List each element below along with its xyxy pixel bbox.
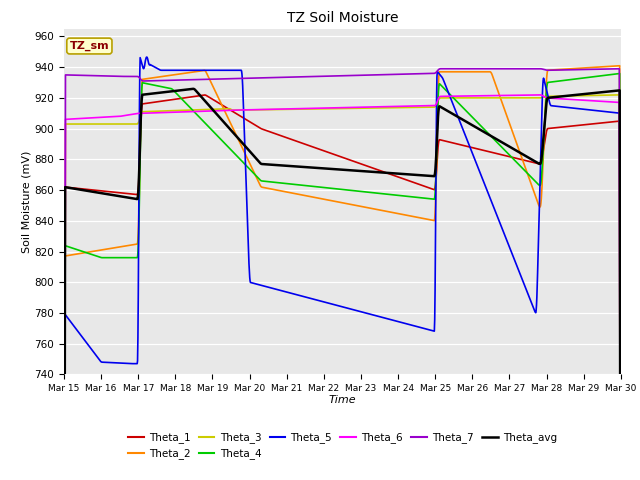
Theta_avg: [103, 191, 111, 197]
Theta_2: [318, 196, 326, 202]
Theta_1: [103, 189, 111, 194]
Theta_7: [318, 73, 326, 79]
Theta_3: [616, 92, 623, 98]
Theta_2: [126, 242, 134, 248]
X-axis label: Time: Time: [328, 395, 356, 405]
Theta_avg: [297, 164, 305, 169]
Line: Theta_5: Theta_5: [64, 57, 621, 480]
Text: TZ_sm: TZ_sm: [70, 41, 109, 51]
Line: Theta_avg: Theta_avg: [64, 89, 621, 480]
Line: Theta_4: Theta_4: [64, 73, 621, 480]
Theta_5: [308, 296, 316, 301]
Theta_1: [308, 144, 316, 150]
Theta_avg: [378, 169, 385, 175]
Theta_6: [308, 106, 316, 111]
Theta_1: [297, 140, 305, 145]
Theta_6: [377, 104, 385, 110]
Theta_5: [378, 314, 385, 320]
Y-axis label: Soil Moisture (mV): Soil Moisture (mV): [22, 150, 32, 253]
Theta_7: [437, 66, 445, 72]
Theta_1: [126, 191, 134, 197]
Theta_avg: [308, 165, 316, 170]
Theta_5: [103, 360, 111, 365]
Theta_4: [308, 183, 316, 189]
Theta_7: [126, 73, 134, 79]
Theta_4: [318, 184, 326, 190]
Theta_7: [296, 74, 304, 80]
Theta_7: [103, 73, 111, 79]
Theta_1: [318, 147, 326, 153]
Theta_avg: [318, 166, 326, 171]
Theta_5: [143, 54, 150, 60]
Line: Theta_2: Theta_2: [64, 66, 621, 480]
Line: Theta_1: Theta_1: [64, 95, 621, 480]
Theta_7: [377, 72, 385, 78]
Theta_6: [536, 92, 543, 98]
Title: TZ Soil Moisture: TZ Soil Moisture: [287, 11, 398, 25]
Theta_3: [296, 106, 304, 112]
Theta_4: [377, 191, 385, 196]
Theta_avg: [189, 86, 197, 92]
Line: Theta_6: Theta_6: [64, 95, 621, 480]
Theta_5: [126, 360, 134, 366]
Theta_5: [297, 293, 305, 299]
Theta_2: [308, 194, 316, 200]
Theta_6: [296, 106, 304, 111]
Theta_2: [616, 63, 623, 69]
Theta_3: [308, 106, 316, 112]
Theta_4: [126, 255, 134, 261]
Line: Theta_3: Theta_3: [64, 95, 621, 480]
Theta_2: [103, 246, 111, 252]
Theta_4: [616, 71, 623, 76]
Theta_6: [318, 105, 326, 111]
Line: Theta_7: Theta_7: [64, 69, 621, 480]
Theta_2: [377, 207, 385, 213]
Theta_5: [318, 299, 326, 304]
Theta_7: [308, 74, 316, 80]
Theta_4: [296, 182, 304, 188]
Theta_1: [378, 168, 385, 174]
Legend: Theta_1, Theta_2, Theta_3, Theta_4, Theta_5, Theta_6, Theta_7, Theta_avg: Theta_1, Theta_2, Theta_3, Theta_4, Thet…: [124, 428, 561, 463]
Theta_3: [103, 121, 111, 127]
Theta_avg: [126, 195, 134, 201]
Theta_3: [377, 105, 385, 111]
Theta_3: [318, 106, 326, 112]
Theta_2: [296, 192, 304, 197]
Theta_6: [126, 112, 134, 118]
Theta_6: [103, 114, 111, 120]
Theta_1: [200, 92, 208, 98]
Theta_4: [103, 255, 111, 261]
Theta_3: [126, 121, 134, 127]
